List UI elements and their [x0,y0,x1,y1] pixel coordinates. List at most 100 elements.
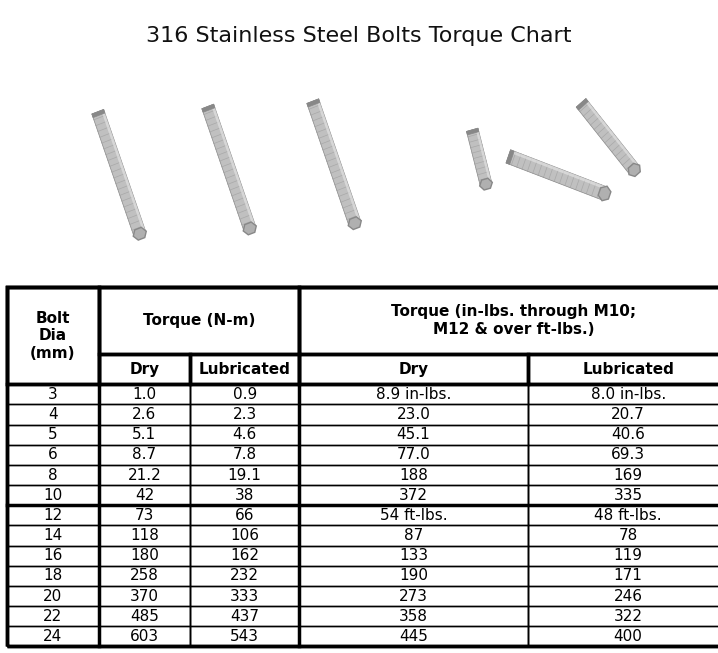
Bar [528,546,718,565]
Text: 333: 333 [230,588,259,603]
Text: 12: 12 [43,508,62,523]
Bar [190,384,299,404]
Polygon shape [202,104,215,112]
Text: 445: 445 [399,629,428,644]
Bar [299,384,528,404]
Bar [528,565,718,586]
Bar [190,505,299,526]
Bar [190,354,299,384]
Text: 20.7: 20.7 [611,407,645,422]
Bar [98,606,190,626]
Text: Lubricated: Lubricated [582,362,674,377]
Text: 1.0: 1.0 [132,387,157,402]
Polygon shape [480,178,493,190]
Bar [528,505,718,526]
Bar [7,546,98,565]
Text: 485: 485 [130,609,159,624]
Bar [7,424,98,445]
Text: 21.2: 21.2 [128,468,162,483]
Text: 19.1: 19.1 [228,468,261,483]
Text: 77.0: 77.0 [396,447,430,462]
Bar [7,565,98,586]
Polygon shape [577,99,639,174]
Text: 273: 273 [399,588,428,603]
Bar [98,465,190,485]
Bar [299,287,718,354]
Polygon shape [211,104,256,227]
Bar [7,606,98,626]
Bar [299,546,528,565]
Text: 40.6: 40.6 [611,427,645,442]
Text: 543: 543 [230,629,259,644]
Bar [190,485,299,505]
Text: 358: 358 [399,609,428,624]
Text: 133: 133 [399,549,428,564]
Text: 0.9: 0.9 [233,387,257,402]
Text: 372: 372 [399,488,428,503]
Text: 22: 22 [43,609,62,624]
Text: 6: 6 [48,447,57,462]
Text: 171: 171 [614,568,643,583]
Bar [299,354,528,384]
Bar [190,546,299,565]
Text: 66: 66 [235,508,254,523]
Text: 232: 232 [230,568,259,583]
Text: 400: 400 [614,629,643,644]
Bar [528,445,718,465]
Text: 69.3: 69.3 [611,447,645,462]
Polygon shape [307,99,320,107]
Bar [299,445,528,465]
Bar [7,445,98,465]
Polygon shape [510,150,607,189]
Polygon shape [307,99,360,225]
Bar [190,404,299,424]
Text: 8: 8 [48,468,57,483]
Text: 8.7: 8.7 [132,447,157,462]
Polygon shape [467,128,479,135]
Text: 258: 258 [130,568,159,583]
Bar [98,445,190,465]
Bar [7,526,98,546]
Text: 8.9 in-lbs.: 8.9 in-lbs. [376,387,451,402]
Bar [190,606,299,626]
Text: 18: 18 [43,568,62,583]
Bar [7,287,98,384]
Bar [299,404,528,424]
Text: 335: 335 [614,488,643,503]
Bar [190,526,299,546]
Bar [98,424,190,445]
Text: 14: 14 [43,528,62,543]
Bar [98,626,190,646]
Bar [7,485,98,505]
Polygon shape [598,186,611,200]
Text: Lubricated: Lubricated [199,362,291,377]
Polygon shape [628,163,640,176]
Bar [7,586,98,606]
Text: 322: 322 [614,609,643,624]
Text: Torque (N-m): Torque (N-m) [143,313,255,328]
Text: Bolt
Dia
(mm): Bolt Dia (mm) [30,311,75,360]
Text: 5.1: 5.1 [132,427,157,442]
Text: 48 ft-lbs.: 48 ft-lbs. [595,508,662,523]
Bar [528,465,718,485]
Bar [98,565,190,586]
Text: 42: 42 [135,488,154,503]
Text: 20: 20 [43,588,62,603]
Text: Dry: Dry [129,362,159,377]
Polygon shape [202,104,256,231]
Bar [7,404,98,424]
Text: 169: 169 [614,468,643,483]
Text: 4.6: 4.6 [233,427,257,442]
Text: 54 ft-lbs.: 54 ft-lbs. [380,508,447,523]
Bar [299,505,528,526]
Polygon shape [577,99,588,110]
Bar [528,586,718,606]
Text: 23.0: 23.0 [396,407,431,422]
Polygon shape [506,150,514,165]
Text: 5: 5 [48,427,57,442]
Polygon shape [475,128,492,183]
Text: 316 Stainless Steel Bolts Torque Chart: 316 Stainless Steel Bolts Torque Chart [146,26,572,46]
Text: 603: 603 [130,629,159,644]
Polygon shape [467,128,492,185]
Polygon shape [134,227,146,240]
